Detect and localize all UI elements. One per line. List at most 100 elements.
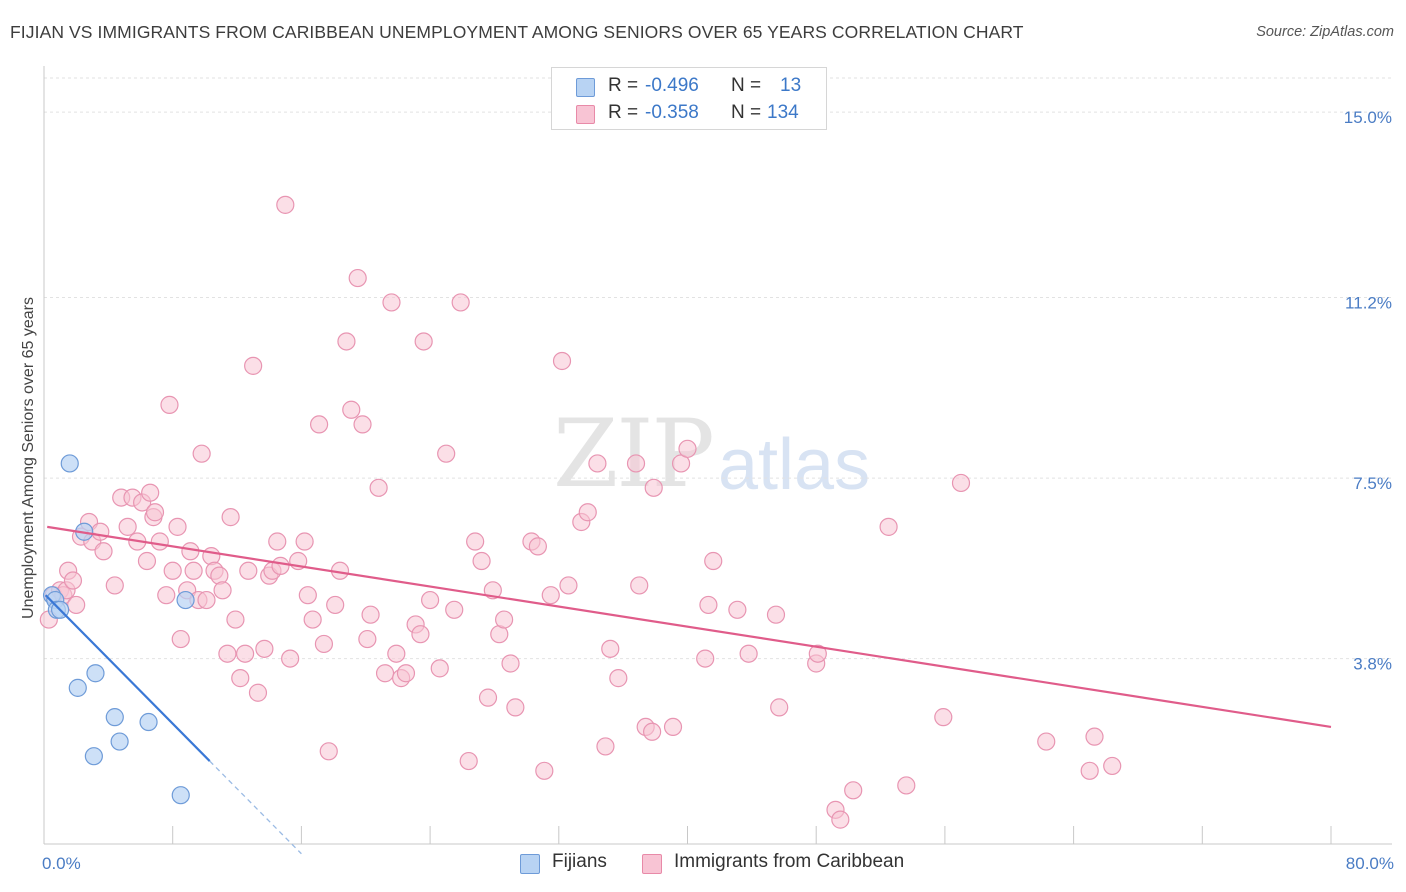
caribbean-point [348,268,367,288]
caribbean-point [160,395,179,414]
x-tick-label-max: 80.0% [1346,854,1394,873]
chart-title: FIJIAN VS IMMIGRANTS FROM CARIBBEAN UNEM… [10,22,1024,42]
caribbean-swatch [642,854,662,874]
caribbean-point [596,737,615,756]
caribbean-point [1103,756,1122,776]
caribbean-point [578,503,597,522]
caribbean-point [897,776,916,795]
caribbean-point [309,415,329,434]
caribbean-point [739,644,758,663]
caribbean-point [239,561,258,580]
fijian-trend-extension [209,760,302,855]
caribbean-point [644,478,663,497]
x-tick-label-min: 0.0% [42,854,81,873]
caribbean-point [248,683,268,702]
caribbean-trend-line [47,525,1332,728]
legend-r-label: R = [608,102,639,123]
caribbean-point [678,439,697,458]
y-tick-label: 15.0% [1344,108,1392,127]
caribbean-point [459,751,478,771]
caribbean-point [382,293,401,312]
caribbean-point [168,517,187,536]
fijian-point [60,454,79,473]
y-tick-label: 7.5% [1353,474,1392,493]
caribbean-point [696,649,715,668]
caribbean-point [844,781,863,800]
caribbean-point [808,644,827,663]
caribbean-point [171,629,190,649]
caribbean-point [235,644,255,663]
legend-swatch-caribbean [576,105,595,124]
caribbean-point [94,542,113,561]
legend-swatch-fijians [576,78,595,97]
caribbean-point [314,634,334,654]
caribbean-point [197,590,216,610]
caribbean-point [353,415,372,434]
caribbean-point [210,566,229,585]
caribbean-point [1037,732,1056,751]
caribbean-point [421,590,440,610]
fijian-points [42,454,195,805]
legend-r-label: R = [608,75,639,96]
caribbean-point [451,293,470,312]
caribbean-point [552,351,572,371]
caribbean-point [268,532,287,551]
legend-r-value: -0.496 [645,75,699,96]
caribbean-point [303,610,322,629]
caribbean-point [226,610,245,629]
legend-n-label: N = [731,102,762,123]
trend-lines [44,525,1332,855]
caribbean-point [704,551,723,571]
caribbean-point [1085,727,1104,746]
caribbean-point [163,561,182,580]
caribbean-point [445,600,464,619]
fijian-point [176,590,195,610]
caribbean-point [411,625,430,644]
caribbean-point [361,605,380,624]
y-tick-label: 3.8% [1353,655,1392,674]
caribbean-point [295,532,314,551]
caribbean-point [105,576,124,595]
caribbean-point [181,542,200,561]
caribbean-point [430,659,449,678]
caribbean-point [501,654,520,673]
caribbean-point [478,688,498,707]
caribbean-point [326,595,345,615]
caribbean-point [951,473,971,493]
caribbean-point [145,503,165,522]
legend-row-caribbean: R = -0.358 N = 134 [552,100,826,128]
fijian-point [171,786,190,805]
axes [43,66,1392,845]
caribbean-point [528,537,547,556]
legend-n-label: N = [731,75,762,96]
caribbean-point [770,698,789,717]
caribbean-point [541,586,560,605]
caribbean-point [588,454,607,473]
caribbean-point [244,356,263,375]
caribbean-point [495,610,514,629]
caribbean-point [375,664,395,683]
fijians-label: Fijians [552,851,607,872]
caribbean-point [118,517,137,536]
caribbean-point [766,605,786,624]
legend-n-value: 13 [780,75,802,96]
caribbean-point [298,586,317,605]
caribbean-point [213,581,232,600]
fijian-point [105,708,124,727]
fijian-trend-line [44,594,211,762]
caribbean-point [506,698,525,717]
correlation-legend: R = -0.496 N = 13 R = -0.358 N = 134 [551,67,827,130]
fijian-point [84,747,103,766]
caribbean-point [319,742,338,761]
caribbean-point [728,600,747,619]
caribbean-point [663,717,683,737]
caribbean-point [342,400,361,419]
caribbean-point [337,332,356,351]
caribbean-point [559,576,578,595]
caribbean-point [437,444,456,463]
caribbean-point [934,708,953,727]
fijian-point [110,732,129,751]
caribbean-point [879,517,898,536]
caribbean-point [281,649,300,668]
